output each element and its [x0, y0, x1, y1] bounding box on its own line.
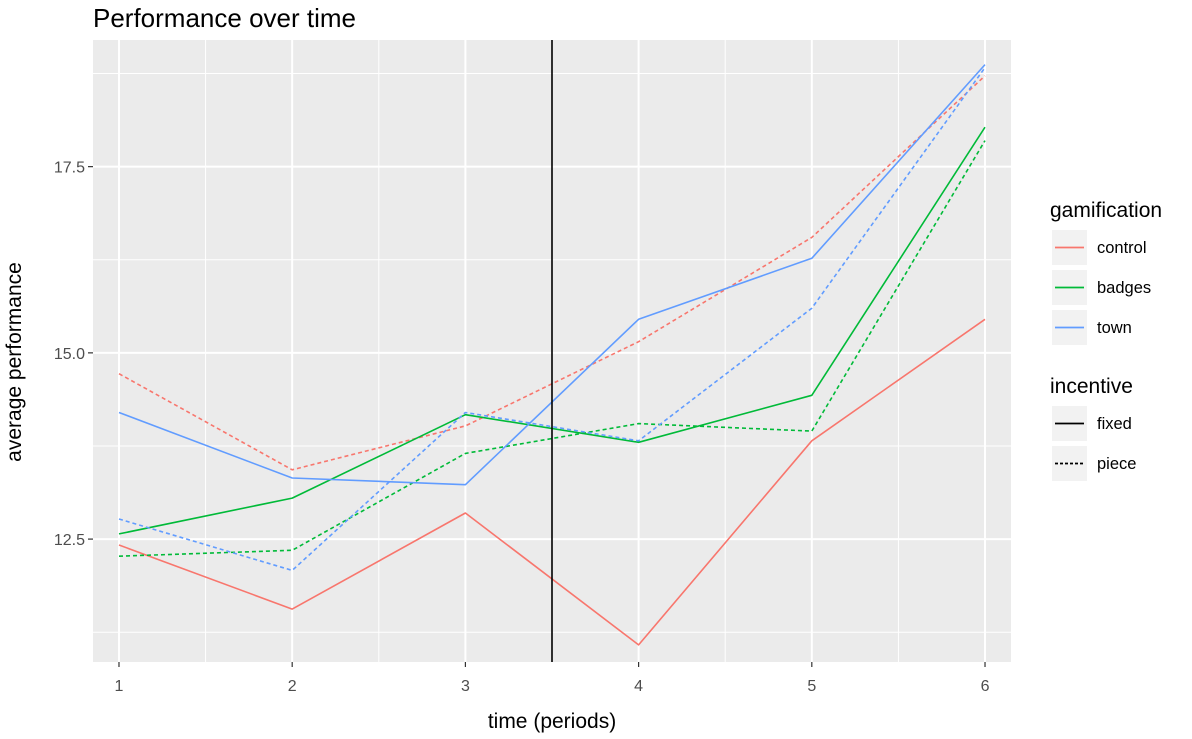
x-axis-title: time (periods): [488, 710, 616, 733]
y-axis-title: average performance: [3, 262, 26, 462]
y-tick-label: 12.5: [54, 532, 85, 549]
legend-label-control: control: [1097, 239, 1147, 257]
x-tick-label: 2: [288, 678, 297, 695]
chart-title: Performance over time: [93, 3, 356, 33]
x-axis: 1 2 3 4 5 6: [115, 662, 990, 695]
x-tick-label: 6: [981, 678, 990, 695]
legend: gamification control badges town incentive fi…: [1050, 199, 1162, 481]
legend-title-gamification: gamification: [1050, 199, 1162, 222]
series-line-badges-piece: [118, 140, 986, 557]
y-tick-label: 15.0: [54, 346, 85, 363]
x-tick-label: 5: [807, 678, 816, 695]
legend-label-piece: piece: [1097, 455, 1136, 473]
x-tick-label: 1: [115, 678, 124, 695]
x-tick-label: 4: [634, 678, 643, 695]
legend-label-badges: badges: [1097, 279, 1151, 297]
legend-label-town: town: [1097, 319, 1132, 337]
series-line-town-piece: [118, 67, 986, 572]
legend-label-fixed: fixed: [1097, 415, 1132, 433]
y-axis: 12.5 15.0 17.5: [54, 160, 93, 549]
x-tick-label: 3: [461, 678, 470, 695]
legend-title-incentive: incentive: [1050, 375, 1133, 398]
y-tick-label: 17.5: [54, 160, 85, 177]
